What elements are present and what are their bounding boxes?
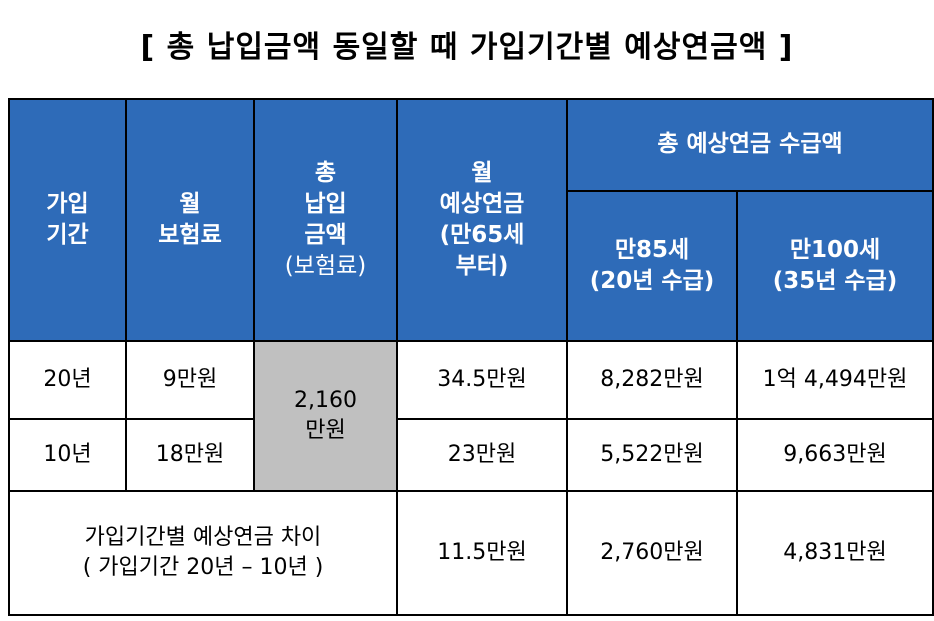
pension-table: 가입 기간 월 보험료 총 납입 금액 (보험료) 월 예상연금 (만65세 부…: [8, 98, 934, 616]
cell-monthly-pension: 23만원: [396, 418, 568, 492]
cell-age85: 8,282만원: [566, 340, 738, 420]
cell-age100: 9,663만원: [735, 418, 934, 492]
difference-label: 가입기간별 예상연금 차이 ( 가입기간 20년 – 10년 ): [8, 490, 398, 616]
cell-total-paid-shared: 2,160 만원: [253, 340, 398, 492]
table-row: 20년 9만원 2,160 만원 34.5만원 8,282만원 1억 4,494…: [8, 340, 934, 492]
header-monthly-premium: 월 보험료: [125, 98, 255, 342]
header-period: 가입 기간: [8, 98, 127, 342]
header-total-paid: 총 납입 금액 (보험료): [253, 98, 398, 342]
header-monthly-pension: 월 예상연금 (만65세 부터): [396, 98, 568, 342]
difference-age100: 4,831만원: [735, 490, 934, 616]
header-age85: 만85세 (20년 수급): [566, 190, 738, 342]
cell-monthly-pension: 34.5만원: [396, 340, 568, 420]
cell-premium: 18만원: [125, 418, 255, 492]
difference-age85: 2,760만원: [566, 490, 738, 616]
page-title: [ 총 납입금액 동일할 때 가입기간별 예상연금액 ]: [140, 30, 794, 65]
cell-period: 20년: [8, 340, 127, 420]
header-age100: 만100세 (35년 수급): [735, 190, 934, 342]
header-total-pension: 총 예상연금 수급액: [565, 98, 934, 192]
difference-row: 가입기간별 예상연금 차이 ( 가입기간 20년 – 10년 ) 11.5만원 …: [8, 490, 934, 616]
cell-age85: 5,522만원: [566, 418, 738, 492]
table-row: 10년 18만원 23만원 5,522만원 9,663만원: [8, 418, 934, 492]
difference-monthly-pension: 11.5만원: [396, 490, 568, 616]
cell-period: 10년: [8, 418, 127, 492]
cell-age100: 1억 4,494만원: [735, 340, 934, 420]
cell-premium: 9만원: [125, 340, 255, 420]
